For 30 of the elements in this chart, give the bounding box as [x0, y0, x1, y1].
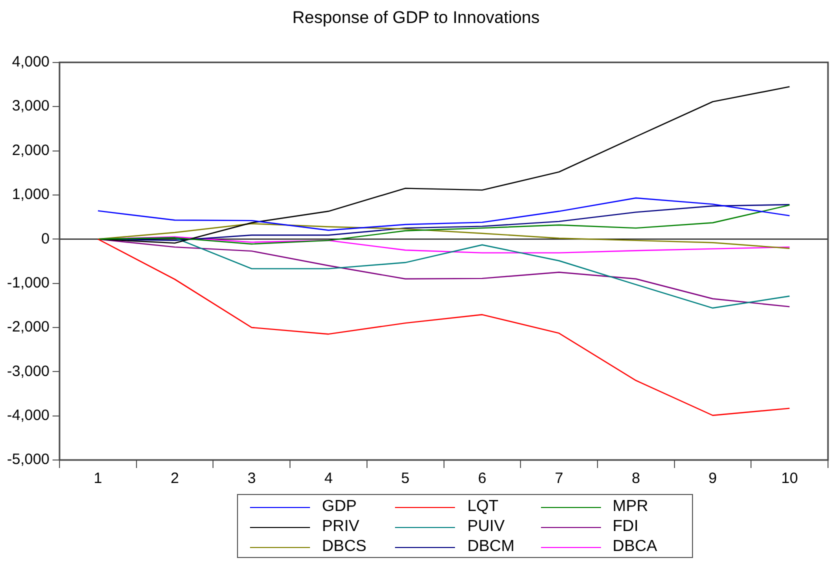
legend-label: PUIV — [467, 517, 505, 537]
y-tick-label: 0 — [41, 230, 50, 248]
legend-label: PRIV — [322, 517, 360, 537]
y-tick-label: -2,000 — [6, 318, 50, 336]
y-tick-label: -4,000 — [6, 406, 50, 424]
y-tick-label: -5,000 — [6, 451, 50, 468]
chart-title: Response of GDP to Innovations — [292, 8, 540, 27]
y-tick-label: 1,000 — [12, 186, 50, 204]
x-tick-label: 6 — [478, 470, 486, 488]
y-tick-label: -1,000 — [6, 274, 50, 292]
legend-label: FDI — [612, 517, 638, 537]
x-tick-label: 9 — [708, 470, 717, 488]
x-tick-label: 10 — [781, 470, 798, 488]
y-tick-label: -3,000 — [6, 362, 50, 380]
x-tick-label: 1 — [94, 470, 102, 488]
x-tick-label: 8 — [632, 470, 640, 488]
x-tick-label: 3 — [247, 470, 256, 488]
x-tick-label: 2 — [170, 470, 179, 488]
legend-label: GDP — [322, 497, 357, 517]
legend-label: LQT — [467, 497, 498, 517]
legend-label: MPR — [612, 497, 648, 517]
legend-label: DBCS — [322, 537, 366, 557]
y-tick-label: 4,000 — [12, 54, 50, 71]
x-tick-label: 7 — [554, 470, 564, 488]
y-tick-label: 2,000 — [12, 142, 50, 159]
legend-label: DBCM — [467, 537, 514, 557]
y-tick-label: 3,000 — [12, 98, 50, 115]
x-tick-label: 4 — [324, 470, 333, 488]
x-tick-label: 5 — [401, 470, 410, 488]
legend-label: DBCA — [612, 537, 658, 557]
